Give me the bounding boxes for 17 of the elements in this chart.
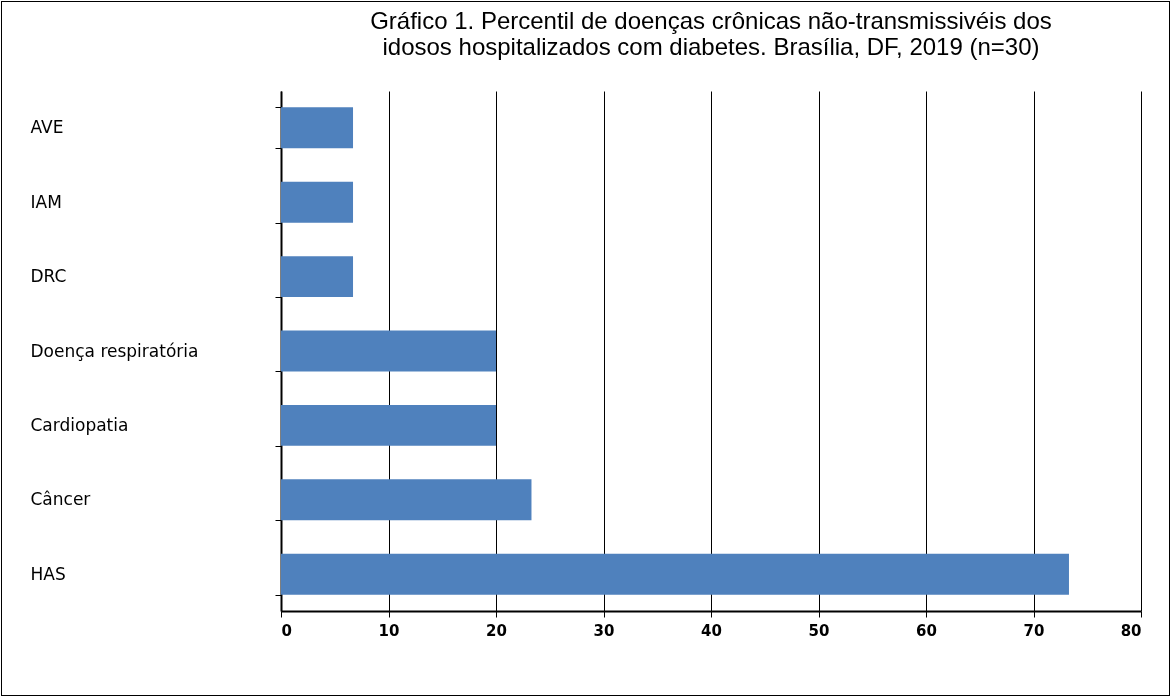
chart-title: Gráfico 1. Percentil de doenças crônicas não-transmissivéis dos idosos hospitalizados com diabetes. Brasília, DF, 2019 (n=30)	[370, 7, 1052, 60]
y-tick-label: Câncer	[30, 489, 91, 510]
x-tick-label: 70	[1023, 621, 1045, 640]
y-tick-label: Cardiopatia	[30, 414, 129, 435]
x-tick-label: 30	[593, 621, 615, 640]
y-tick-label: AVE	[30, 117, 64, 138]
x-tick-label: 50	[808, 621, 830, 640]
y-tick-label: IAM	[30, 191, 62, 212]
x-tick-label: 60	[916, 621, 937, 640]
x-tick-label: 20	[486, 621, 507, 640]
x-tick-label: 80	[1120, 621, 1142, 640]
x-tick-label: 0	[281, 621, 292, 640]
y-tick-label: Doença respiratória	[30, 340, 199, 361]
x-tick-label: 10	[378, 621, 400, 640]
x-tick-label: 40	[701, 621, 722, 640]
y-tick-label: DRC	[30, 266, 67, 287]
y-tick-label: HAS	[30, 563, 66, 584]
